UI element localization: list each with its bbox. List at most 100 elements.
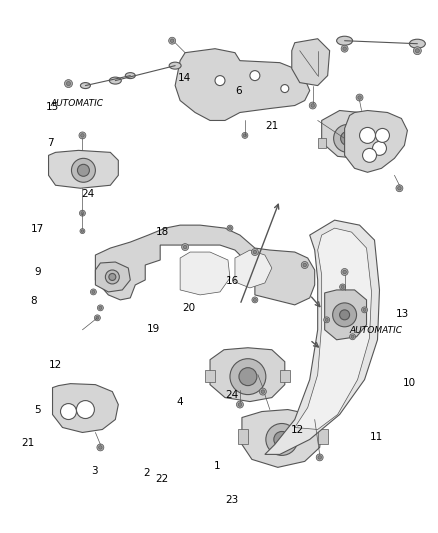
Circle shape [229,227,231,230]
Polygon shape [175,49,310,120]
Polygon shape [265,220,379,455]
Polygon shape [180,252,230,295]
Circle shape [182,244,189,251]
Text: 9: 9 [35,267,41,277]
Polygon shape [205,370,215,382]
Circle shape [80,229,85,233]
Text: 16: 16 [226,276,239,286]
Circle shape [339,310,350,320]
Circle shape [81,134,84,137]
Circle shape [372,141,386,155]
Circle shape [64,79,72,87]
Text: 23: 23 [226,495,239,505]
Circle shape [79,132,86,139]
Text: 3: 3 [91,466,98,476]
Circle shape [239,368,257,385]
Circle shape [78,164,89,176]
Text: 2: 2 [144,467,150,478]
Circle shape [301,262,308,269]
Circle shape [169,37,176,44]
Text: 21: 21 [21,438,35,448]
Circle shape [343,270,346,274]
Circle shape [251,248,258,255]
Circle shape [356,94,363,101]
Circle shape [99,306,102,309]
Circle shape [109,273,116,280]
Circle shape [106,270,119,284]
Polygon shape [95,262,130,292]
Text: 4: 4 [177,397,183,407]
Polygon shape [321,110,378,158]
Circle shape [81,212,84,215]
Circle shape [254,298,256,301]
Circle shape [71,158,95,182]
Circle shape [360,127,375,143]
Text: 12: 12 [291,425,304,435]
Circle shape [253,251,257,254]
Circle shape [341,286,344,288]
Polygon shape [95,225,314,305]
Text: 19: 19 [147,324,160,334]
Circle shape [81,230,84,232]
Circle shape [332,303,357,327]
Text: 11: 11 [370,432,383,441]
Text: 17: 17 [31,224,44,235]
Circle shape [325,318,328,321]
Circle shape [415,49,419,53]
Text: 1: 1 [213,461,220,471]
Circle shape [95,315,100,321]
Circle shape [261,390,265,393]
Polygon shape [210,348,285,401]
Circle shape [227,225,233,231]
Circle shape [92,290,95,293]
Polygon shape [345,110,407,172]
Circle shape [90,289,96,295]
Text: 13: 13 [396,309,409,319]
Circle shape [363,148,377,163]
Circle shape [215,76,225,86]
Polygon shape [367,146,378,155]
Circle shape [238,403,242,406]
Circle shape [266,424,298,455]
Circle shape [358,96,361,99]
Circle shape [237,401,244,408]
Text: 24: 24 [226,390,239,400]
Circle shape [363,309,366,311]
Text: 21: 21 [265,120,278,131]
Circle shape [341,45,348,52]
Circle shape [97,305,103,311]
Circle shape [96,317,99,319]
Text: 10: 10 [403,378,416,389]
Text: 8: 8 [30,296,37,306]
Circle shape [361,307,367,313]
Circle shape [413,47,421,55]
Circle shape [324,317,330,323]
Circle shape [60,403,77,419]
Circle shape [79,210,85,216]
Circle shape [77,401,95,418]
Circle shape [170,39,174,43]
Text: 18: 18 [155,227,169,237]
Circle shape [252,297,258,303]
Circle shape [259,388,266,395]
Text: AUTOMATIC: AUTOMATIC [350,326,403,335]
Text: 15: 15 [46,102,59,112]
Ellipse shape [169,62,181,69]
Circle shape [339,284,346,290]
Circle shape [244,134,247,137]
Polygon shape [238,430,248,445]
Circle shape [351,335,354,338]
Text: AUTOMATIC: AUTOMATIC [51,99,104,108]
Circle shape [350,334,356,340]
Circle shape [375,128,389,142]
Ellipse shape [125,72,135,78]
Circle shape [341,132,355,146]
Polygon shape [295,228,371,430]
Circle shape [250,71,260,80]
Circle shape [274,432,290,447]
Ellipse shape [410,39,425,48]
Text: 20: 20 [182,303,195,313]
Text: 7: 7 [48,138,54,148]
Polygon shape [49,150,118,188]
Polygon shape [235,250,272,288]
